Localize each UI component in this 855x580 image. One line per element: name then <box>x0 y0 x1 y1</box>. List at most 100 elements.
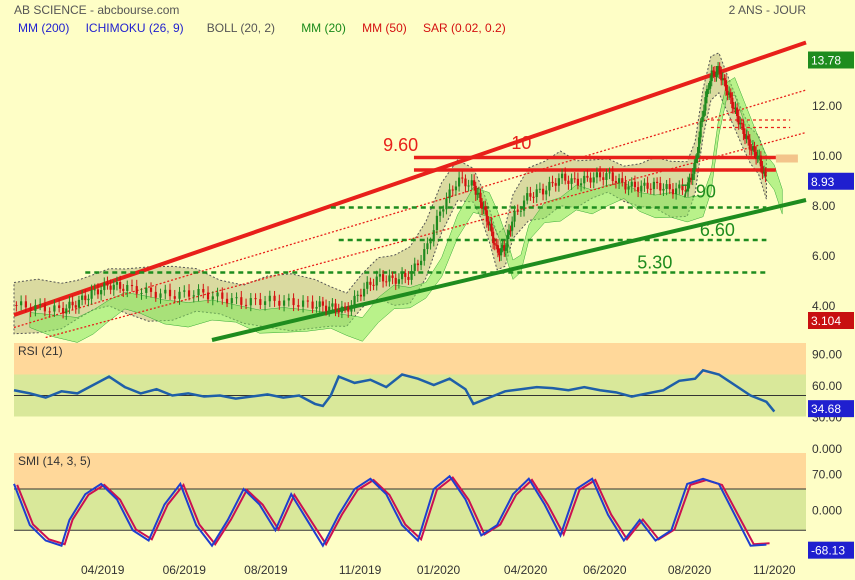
candle-body <box>567 180 570 184</box>
candle-body <box>115 282 119 285</box>
candle-body <box>485 210 488 222</box>
candle-body <box>535 189 538 198</box>
trend-line-dotted-2 <box>45 131 807 339</box>
candle-body <box>126 284 129 291</box>
candle-body <box>627 186 630 190</box>
rsi-overbought-zone <box>14 343 806 375</box>
chart-title: AB SCIENCE - abcbourse.com <box>14 3 180 17</box>
smi-signal-line <box>16 476 770 547</box>
candle-body <box>77 299 81 308</box>
candle-body <box>474 185 477 195</box>
candle-body <box>259 299 262 305</box>
annotation-10: 10 <box>511 133 531 153</box>
candle-body <box>43 304 46 312</box>
candle-body <box>532 196 535 198</box>
candle-body <box>659 183 662 191</box>
candle-body <box>716 66 720 72</box>
candle-body <box>429 241 432 244</box>
candle-body <box>249 298 252 306</box>
candle-body <box>34 305 37 311</box>
candle-body <box>334 303 337 310</box>
candle-body <box>68 301 71 309</box>
candle-body <box>394 277 397 284</box>
candle-body <box>263 301 267 305</box>
candle-body <box>53 305 56 312</box>
candle-body <box>211 296 214 300</box>
rsi-tick-label: 90.00 <box>812 348 842 362</box>
candle-body <box>369 281 372 285</box>
candle-body <box>318 301 321 307</box>
candle-body <box>337 309 340 313</box>
candle-body <box>306 300 309 302</box>
x-tick-label: 08/2020 <box>668 563 712 577</box>
candle-body <box>311 301 314 309</box>
candle-body <box>748 139 751 150</box>
annotation-7-90: 7.90 <box>681 182 716 202</box>
volume-badge: 3.104 <box>811 314 841 328</box>
candle-body <box>745 135 748 139</box>
candle-body <box>273 295 276 301</box>
candle-body <box>758 155 761 157</box>
candle-body <box>278 300 281 306</box>
candle-body <box>154 291 157 298</box>
candle-body <box>501 245 504 249</box>
candle-body <box>605 173 608 180</box>
candle-body <box>397 279 401 284</box>
candle-body <box>84 295 87 301</box>
x-tick-label: 01/2020 <box>417 563 461 577</box>
candle-body <box>735 107 739 117</box>
candle-body <box>225 298 229 304</box>
candle-body <box>445 198 448 210</box>
trend-line-support <box>211 198 807 342</box>
candle-body <box>461 177 464 179</box>
candle-body <box>694 158 698 164</box>
candle-body <box>458 177 461 187</box>
candle-body <box>482 206 485 209</box>
level-band <box>775 154 798 163</box>
candle-body <box>240 297 243 305</box>
candle-body <box>350 306 353 312</box>
trend-line-upper <box>13 40 807 317</box>
candle-body <box>750 149 753 151</box>
candle-body <box>529 193 532 197</box>
candle-body <box>473 180 476 186</box>
candle-body <box>675 188 678 195</box>
candle-body <box>197 288 200 296</box>
candle-body <box>624 182 627 190</box>
candle-body <box>442 209 445 212</box>
candle-body <box>490 223 493 232</box>
candle-body <box>426 243 429 250</box>
candle-body <box>724 80 728 91</box>
candle-body <box>633 181 637 188</box>
candle-body <box>747 135 750 140</box>
candle-body <box>739 122 742 125</box>
candle-body <box>297 305 300 307</box>
candle-body <box>378 274 382 277</box>
candle-body <box>652 181 656 190</box>
candle-body <box>130 284 134 287</box>
candle-body <box>686 182 690 192</box>
candle-body <box>617 178 621 183</box>
candle-body <box>65 308 68 314</box>
candle-body <box>477 192 481 194</box>
candle-body <box>119 282 122 289</box>
candle-body <box>315 306 318 309</box>
candle-body <box>432 230 435 242</box>
candle-body <box>713 71 717 77</box>
candle-body <box>24 301 27 308</box>
candle-body <box>671 189 675 195</box>
candle-body <box>484 206 487 211</box>
candle-body <box>87 298 90 301</box>
candle-body <box>762 171 766 174</box>
candle-body <box>164 289 167 294</box>
indicator-legend-1: ICHIMOKU (26, 9) <box>86 21 184 35</box>
candle-body <box>423 249 426 261</box>
volume-badge-bg <box>808 312 854 329</box>
candle-body <box>400 273 404 280</box>
candle-body <box>570 178 573 184</box>
smi-tick-label: 70.00 <box>812 468 842 482</box>
candle-body <box>707 88 710 90</box>
candle-body <box>451 189 454 191</box>
candle-body <box>287 298 290 301</box>
candle-body <box>178 291 181 299</box>
